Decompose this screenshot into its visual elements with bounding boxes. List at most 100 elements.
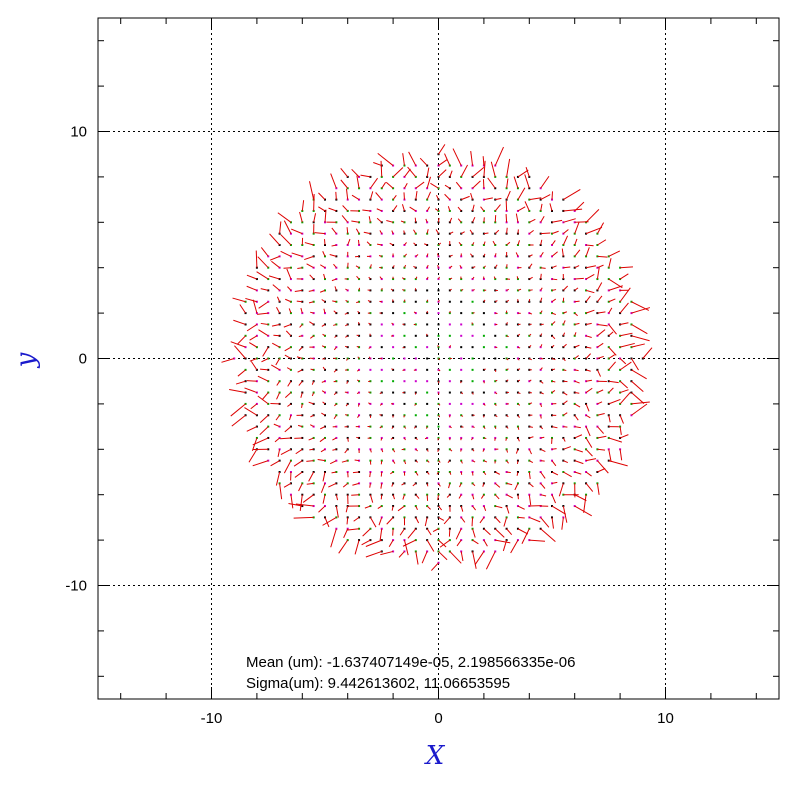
data-point: [312, 255, 315, 258]
distortion-vector: [284, 346, 292, 352]
distortion-vector: [529, 289, 533, 291]
distortion-vector: [562, 332, 566, 336]
distortion-vector: [597, 460, 609, 474]
distortion-vector: [574, 201, 585, 212]
distortion-vector: [540, 528, 556, 542]
distortion-vector: [472, 266, 476, 269]
distortion-vector: [438, 414, 441, 418]
data-point: [460, 323, 463, 326]
distortion-vector: [438, 159, 448, 166]
distortion-vector: [608, 307, 613, 314]
distortion-vector: [257, 375, 269, 382]
distortion-vector: [449, 448, 453, 452]
distortion-vector: [362, 209, 371, 212]
distortion-vector: [529, 402, 533, 405]
distortion-vector: [311, 381, 315, 385]
distortion-vector: [437, 345, 439, 348]
distortion-vector: [434, 208, 439, 212]
distortion-vector: [494, 426, 497, 430]
distortion-vector: [362, 528, 371, 537]
distortion-vector: [506, 449, 509, 453]
distortion-vector: [308, 301, 314, 304]
distortion-vector: [288, 503, 303, 507]
distortion-vector: [314, 232, 326, 235]
distortion-vector: [540, 436, 545, 439]
distortion-vector: [284, 426, 292, 433]
distortion-vector: [230, 403, 246, 417]
distortion-vector: [318, 505, 326, 513]
distortion-vector: [391, 483, 394, 487]
distortion-vector: [280, 448, 292, 455]
distortion-vector: [459, 264, 462, 268]
distortion-vector: [310, 311, 314, 314]
distortion-vector: [391, 230, 394, 234]
distortion-vector: [574, 332, 577, 336]
distortion-vector: [503, 517, 508, 527]
distortion-vector: [443, 517, 451, 525]
distortion-vector: [460, 505, 464, 512]
distortion-vector: [506, 368, 509, 371]
distortion-vector: [516, 276, 519, 280]
data-point: [437, 425, 440, 428]
distortion-vector: [505, 214, 508, 223]
data-point: [437, 312, 440, 315]
distortion-vector: [308, 289, 314, 292]
distortion-vector: [444, 193, 451, 200]
distortion-vector: [438, 299, 440, 302]
data-point: [460, 402, 463, 405]
distortion-vector: [551, 481, 558, 484]
distortion-vector: [356, 369, 360, 372]
distortion-vector: [472, 392, 474, 395]
distortion-vector: [551, 358, 556, 361]
distortion-vector: [585, 226, 603, 235]
distortion-vector: [258, 329, 269, 337]
distortion-vector: [438, 403, 441, 406]
distortion-vector: [250, 361, 258, 371]
distortion-vector: [483, 426, 486, 429]
distortion-vector: [231, 414, 246, 427]
distortion-vector: [608, 415, 611, 423]
distortion-vector: [335, 494, 339, 501]
distortion-vector: [631, 369, 647, 380]
distortion-vector: [563, 471, 572, 478]
distortion-vector: [407, 166, 417, 178]
distortion-vector: [369, 177, 378, 189]
distortion-vector: [585, 209, 600, 223]
distortion-vector: [285, 298, 292, 303]
distortion-vector: [585, 273, 595, 280]
distortion-vector: [377, 153, 394, 166]
distortion-vector: [340, 167, 349, 178]
distortion-vector: [404, 242, 407, 246]
distortion-vector: [631, 343, 645, 348]
distortion-vector: [437, 437, 439, 441]
distortion-vector: [631, 380, 644, 393]
distortion-vector: [470, 192, 474, 200]
distortion-vector: [562, 320, 566, 325]
distortion-vector: [506, 288, 510, 291]
distortion-vector: [574, 238, 578, 246]
distortion-vector: [494, 369, 497, 372]
distortion-vector: [517, 403, 521, 406]
distortion-vector: [375, 192, 383, 200]
distortion-vector: [368, 216, 371, 223]
data-point: [392, 391, 395, 394]
mean-stats-label: Mean (um): -1.637407149e-05, 2.198566335…: [246, 654, 575, 671]
distortion-vector: [574, 448, 583, 453]
distortion-vector: [413, 265, 417, 269]
distortion-vector: [540, 251, 544, 257]
distortion-vector: [460, 164, 469, 178]
distortion-vector: [528, 482, 534, 488]
distortion-vector: [495, 505, 503, 509]
distortion-vector: [412, 482, 417, 487]
distortion-vector: [280, 437, 291, 440]
distortion-vector: [608, 331, 614, 337]
data-point: [494, 334, 497, 337]
distortion-vector: [506, 178, 509, 189]
distortion-vector: [426, 539, 435, 552]
distortion-vector: [351, 494, 360, 496]
distortion-vector: [574, 312, 578, 317]
data-point: [448, 391, 451, 394]
distortion-vector: [330, 173, 337, 189]
distortion-vector: [460, 414, 464, 417]
distortion-vector: [356, 345, 360, 348]
